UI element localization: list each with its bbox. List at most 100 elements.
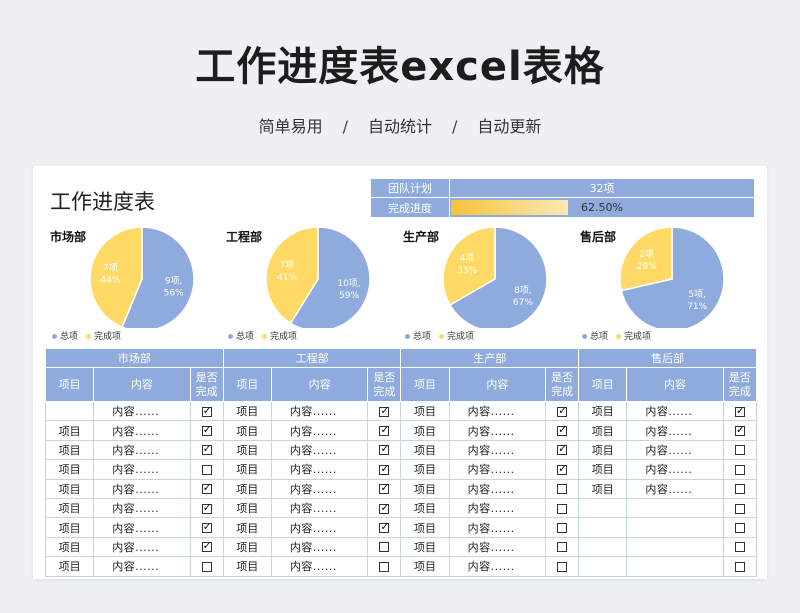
page-title: 工作进度表excel表格: [195, 44, 605, 90]
checkbox-empty-icon[interactable]: [379, 542, 390, 553]
item-cell: 项目: [222, 536, 272, 558]
item-cell: 项目: [578, 439, 628, 461]
progress-cell: 62.50%: [449, 197, 755, 218]
done-cell: [545, 497, 580, 519]
pie-chart: 8项, 67% 4项 33% 生产部 总项 完成项: [403, 228, 573, 342]
done-cell: [367, 400, 402, 422]
checkbox-checked-icon[interactable]: [201, 481, 212, 495]
legend-label: 总项: [590, 332, 609, 342]
pie-percent-label: 56%: [164, 288, 184, 298]
pie-percent-label: 44%: [100, 276, 120, 286]
legend-label: 总项: [236, 332, 255, 342]
checkbox-empty-icon[interactable]: [734, 523, 745, 534]
content-cell: 内容......: [93, 478, 191, 499]
legend-item: 完成项: [616, 332, 651, 342]
table-row: 项目内容......项目内容......项目内容......: [44, 556, 758, 577]
content-cell: 内容......: [270, 556, 369, 577]
pie-percent-label: 33%: [457, 266, 477, 276]
column-header-done: 是否完成: [367, 367, 402, 402]
checkbox-empty-icon[interactable]: [557, 503, 568, 514]
checkbox-checked-icon[interactable]: [201, 442, 212, 456]
checkbox-checked-icon[interactable]: [557, 423, 567, 437]
feature-tagline: 简单易用 / 自动统计 / 自动更新: [0, 113, 800, 137]
pie-title: 工程部: [226, 230, 263, 244]
pie-slice-label: 7项: [280, 260, 295, 271]
pie-svg: 5项, 71% 2项 29%: [619, 228, 725, 328]
done-cell: [367, 420, 402, 441]
legend-item: 完成项: [439, 332, 474, 342]
checkbox-checked-icon[interactable]: [734, 423, 745, 437]
content-cell: 内容......: [626, 420, 724, 441]
checkbox-empty-icon[interactable]: [734, 445, 745, 456]
item-cell: 项目: [400, 400, 450, 422]
content-cell: [626, 497, 724, 519]
column-header-done: 是否完成: [545, 367, 580, 402]
checkbox-empty-icon[interactable]: [734, 503, 745, 514]
checkbox-checked-icon[interactable]: [201, 520, 212, 534]
progress-value: 62.50%: [581, 201, 623, 214]
legend-dot-icon: [616, 334, 622, 339]
legend-label: 总项: [60, 332, 79, 342]
item-cell: [578, 517, 628, 538]
table-row: 项目内容......项目内容......项目内容......: [44, 536, 758, 558]
pie-percent-label: 59%: [339, 291, 359, 301]
pie-percent-label: 41%: [277, 273, 297, 283]
column-header-done: 是否完成: [189, 367, 224, 402]
checkbox-checked-icon[interactable]: [557, 404, 567, 417]
content-cell: 内容......: [448, 536, 547, 558]
done-cell: [367, 497, 402, 519]
content-cell: 内容......: [93, 459, 191, 480]
pie-slice-done: [265, 228, 319, 325]
checkbox-checked-icon[interactable]: [557, 462, 567, 475]
column-header-item: 项目: [400, 367, 450, 402]
column-header-item: 项目: [44, 367, 95, 402]
checkbox-empty-icon[interactable]: [734, 464, 745, 475]
checkbox-checked-icon[interactable]: [379, 423, 390, 437]
done-cell: [367, 536, 402, 558]
department-header: 售后部: [578, 348, 757, 368]
done-cell: [722, 400, 758, 422]
done-cell: [545, 439, 580, 461]
plan-value: 32项: [449, 178, 755, 198]
pie-chart: 10项, 59% 7项 41% 工程部 总项 完成项: [226, 228, 396, 342]
pie-slice-label: 7项: [103, 263, 118, 274]
checkbox-checked-icon[interactable]: [379, 462, 390, 475]
checkbox-empty-icon[interactable]: [557, 484, 568, 495]
checkbox-checked-icon[interactable]: [379, 404, 390, 417]
checkbox-checked-icon[interactable]: [201, 404, 212, 417]
item-cell: 项目: [578, 400, 628, 422]
checkbox-empty-icon[interactable]: [557, 523, 568, 534]
content-cell: 内容......: [93, 420, 191, 441]
item-cell: 项目: [400, 459, 450, 480]
item-cell: 项目: [222, 459, 272, 480]
checkbox-empty-icon[interactable]: [201, 464, 212, 475]
checkbox-empty-icon[interactable]: [557, 542, 568, 553]
done-cell: [189, 517, 224, 538]
pie-slice-total: [289, 228, 371, 328]
pie-slice-done: [89, 228, 143, 328]
item-cell: 项目: [578, 459, 628, 480]
checkbox-checked-icon[interactable]: [379, 501, 390, 514]
checkbox-checked-icon[interactable]: [201, 423, 212, 437]
legend-label: 总项: [413, 332, 432, 342]
checkbox-checked-icon[interactable]: [557, 442, 567, 456]
checkbox-checked-icon[interactable]: [201, 539, 212, 553]
checkbox-checked-icon[interactable]: [201, 501, 212, 514]
pie-title: 市场部: [50, 230, 87, 244]
checkbox-empty-icon[interactable]: [734, 561, 745, 572]
checkbox-checked-icon[interactable]: [379, 481, 390, 495]
item-cell: 项目: [44, 497, 95, 519]
checkbox-empty-icon[interactable]: [557, 561, 568, 572]
pie-slice-label: 4项: [460, 253, 475, 264]
checkbox-empty-icon[interactable]: [734, 484, 745, 495]
content-cell: 内容......: [270, 439, 369, 461]
checkbox-checked-icon[interactable]: [379, 520, 390, 534]
checkbox-empty-icon[interactable]: [734, 542, 745, 553]
content-cell: 内容......: [448, 459, 547, 480]
column-header-content: 内容: [93, 367, 191, 402]
checkbox-checked-icon[interactable]: [379, 442, 390, 456]
checkbox-checked-icon[interactable]: [734, 404, 745, 417]
checkbox-empty-icon[interactable]: [379, 561, 390, 572]
done-cell: [367, 478, 402, 499]
checkbox-empty-icon[interactable]: [201, 561, 212, 572]
